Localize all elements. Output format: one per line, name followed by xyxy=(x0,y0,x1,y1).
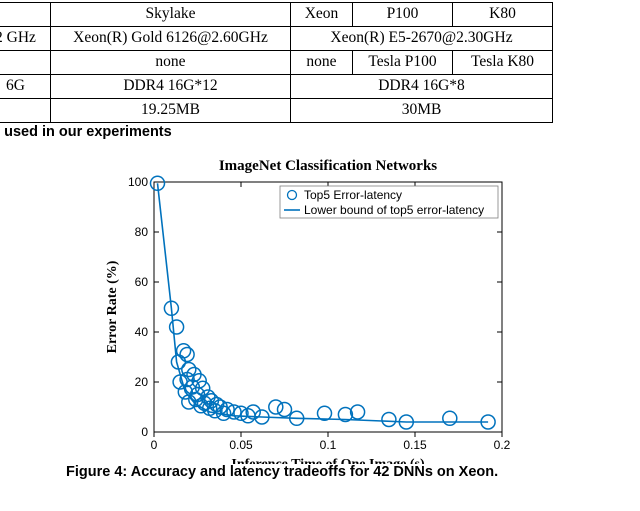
y-tick-label: 80 xyxy=(135,225,149,239)
table-caption-fragment: s used in our experiments xyxy=(0,124,172,140)
cell: Tesla P100 xyxy=(353,51,453,75)
chart-title: ImageNet Classification Networks xyxy=(219,158,437,174)
cell: none xyxy=(291,51,353,75)
cell xyxy=(0,51,51,75)
y-tick-label: 40 xyxy=(135,325,149,339)
x-tick-label: 0.05 xyxy=(229,438,253,452)
cell: K80 xyxy=(453,3,553,27)
cell: 30MB xyxy=(291,99,553,123)
page-root: { "table": { "columns_px": [70, 240, 62,… xyxy=(0,0,640,511)
y-tick-label: 20 xyxy=(135,375,149,389)
table-row: none none Tesla P100 Tesla K80 xyxy=(0,51,553,75)
cell xyxy=(0,3,51,27)
cell: 2 GHz xyxy=(0,27,51,51)
y-axis-label: Error Rate (%) xyxy=(105,260,120,353)
chart-container: 0 0.05 0.1 0.15 0.2 0 20 40 60 80 100 ImageNet Clas… xyxy=(96,152,526,462)
table-row: 2 GHz Xeon(R) Gold 6126@2.60GHz Xeon(R) … xyxy=(0,27,553,51)
x-tick-label: 0.1 xyxy=(320,438,337,452)
y-tick-label: 0 xyxy=(141,425,148,439)
table-row: 19.25MB 30MB xyxy=(0,99,553,123)
y-tick-label: 100 xyxy=(128,175,148,189)
table-row: Skylake Xeon P100 K80 xyxy=(0,3,553,27)
x-tick-label: 0.15 xyxy=(403,438,427,452)
legend-label: Top5 Error-latency xyxy=(304,188,402,202)
cell: Tesla K80 xyxy=(453,51,553,75)
cell: 6G xyxy=(0,75,51,99)
cell: none xyxy=(51,51,291,75)
cell: DDR4 16G*12 xyxy=(51,75,291,99)
cell: Skylake xyxy=(51,3,291,27)
hardware-table: Skylake Xeon P100 K80 2 GHz Xeon(R) Gold… xyxy=(0,2,553,123)
legend-label: Lower bound of top5 error-latency xyxy=(304,203,484,217)
cell: Xeon xyxy=(291,3,353,27)
y-tick-label: 60 xyxy=(135,275,149,289)
cell: Xeon(R) E5-2670@2.30GHz xyxy=(291,27,553,51)
x-axis-label: Inference Time of One Image (s) xyxy=(231,457,425,464)
cell: Xeon(R) Gold 6126@2.60GHz xyxy=(51,27,291,51)
cell: 19.25MB xyxy=(51,99,291,123)
cell: P100 xyxy=(353,3,453,27)
x-tick-label: 0.2 xyxy=(494,438,511,452)
cell: DDR4 16G*8 xyxy=(291,75,553,99)
x-tick-label: 0 xyxy=(151,438,158,452)
figure-caption: Figure 4: Accuracy and latency tradeoffs… xyxy=(66,464,498,480)
table-row: 6G DDR4 16G*12 DDR4 16G*8 xyxy=(0,75,553,99)
scatter-chart: 0 0.05 0.1 0.15 0.2 0 20 40 60 80 100 ImageNet Clas… xyxy=(96,152,526,464)
cell xyxy=(0,99,51,123)
